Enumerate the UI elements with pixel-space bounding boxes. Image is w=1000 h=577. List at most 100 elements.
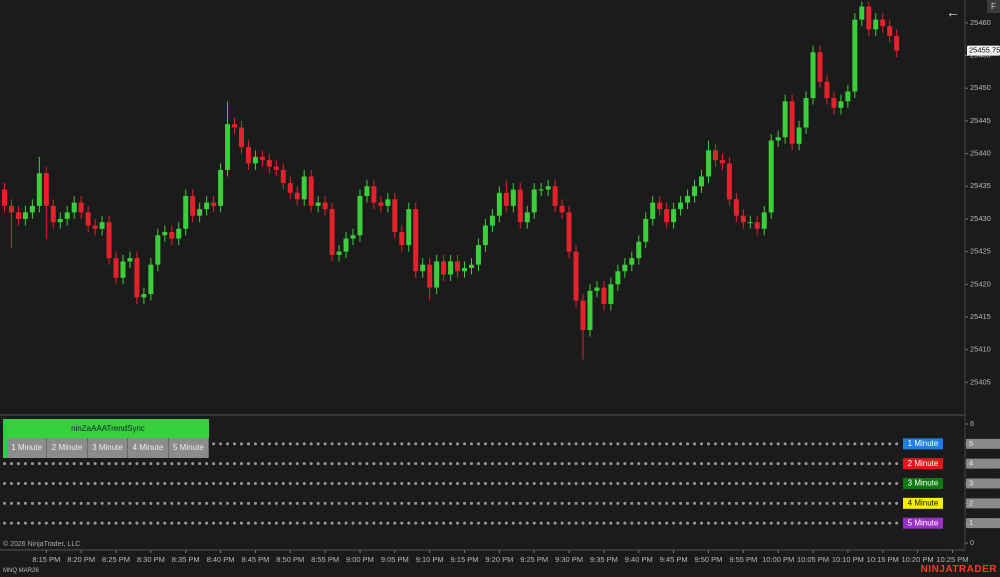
- trend-dot: [414, 521, 418, 525]
- trend-dot: [372, 501, 376, 505]
- trend-dot: [637, 482, 641, 485]
- x-tick-label: 8:35 PM: [172, 555, 200, 564]
- trend-dot: [846, 442, 850, 446]
- trend-dot: [37, 462, 41, 466]
- trend-dot: [679, 442, 683, 446]
- trend-dot: [351, 521, 355, 525]
- trend-dot: [839, 462, 843, 466]
- trend-dot: [239, 482, 243, 485]
- trend-dot: [72, 501, 76, 505]
- trend-dot: [79, 521, 83, 525]
- back-arrow[interactable]: ←: [946, 4, 960, 20]
- trend-dot: [288, 442, 292, 446]
- timeframe-button[interactable]: 4 Minute: [128, 438, 169, 458]
- trend-dot: [86, 501, 90, 505]
- series-label-box: [903, 458, 943, 470]
- trend-dot: [295, 501, 299, 505]
- trend-dot: [755, 442, 759, 446]
- trend-dot: [435, 442, 439, 446]
- timeframe-button[interactable]: 2 Minute: [47, 438, 88, 458]
- trend-dot: [302, 442, 306, 446]
- candle-body: [650, 202, 656, 219]
- trend-dot: [616, 442, 620, 446]
- indicator-title[interactable]: ninZaAAATrendSync: [7, 419, 209, 438]
- candle-body: [643, 218, 649, 242]
- trend-dot: [163, 482, 167, 485]
- timeframe-button[interactable]: 5 Minute: [168, 438, 210, 458]
- trend-dot: [72, 521, 76, 525]
- trend-dot: [281, 501, 285, 505]
- level-badge-label: 5: [969, 439, 973, 448]
- trend-dot: [700, 462, 703, 466]
- trend-dot: [644, 501, 648, 505]
- trend-dot: [288, 482, 292, 485]
- trend-dot: [734, 501, 738, 505]
- candle-body: [831, 98, 837, 108]
- trend-dot: [504, 462, 508, 466]
- level-badge-label: 4: [969, 459, 973, 468]
- candle-body: [15, 212, 21, 219]
- trend-dot: [233, 521, 237, 525]
- trend-dot: [797, 462, 801, 466]
- trend-dot: [713, 462, 717, 466]
- candle-body: [740, 215, 746, 223]
- candle-body: [392, 199, 398, 233]
- trend-dot: [616, 501, 620, 505]
- trend-dot: [623, 501, 627, 505]
- trend-dot: [644, 482, 648, 485]
- trend-dot: [177, 482, 181, 485]
- trend-dot: [393, 501, 397, 505]
- trend-dot: [811, 501, 815, 505]
- trend-dot: [679, 462, 683, 466]
- x-tick-label: 9:45 PM: [660, 555, 688, 564]
- trend-dot: [532, 501, 536, 505]
- trend-dot: [421, 442, 425, 446]
- trend-dot: [672, 442, 676, 446]
- trend-dot: [93, 501, 97, 505]
- candle-body: [448, 261, 454, 275]
- trend-dot: [212, 482, 216, 485]
- trend-dot: [351, 442, 355, 446]
- trend-dot: [198, 521, 202, 525]
- trend-dot: [114, 501, 118, 505]
- timeframe-button[interactable]: 1 Minute: [7, 438, 48, 458]
- trend-dot: [783, 501, 787, 505]
- candle-body: [238, 127, 244, 148]
- candle-body: [475, 245, 481, 265]
- trend-dot: [65, 501, 69, 505]
- x-tick-label: 9:35 PM: [590, 555, 618, 564]
- candle-body: [322, 202, 328, 210]
- trend-dot: [602, 521, 606, 525]
- trend-dot: [846, 482, 850, 485]
- trend-dot: [421, 521, 425, 525]
- trend-dot: [476, 462, 480, 466]
- trend-dot: [532, 521, 536, 525]
- trend-dot: [853, 462, 857, 466]
- candle-body: [838, 101, 844, 108]
- trend-dot: [121, 482, 125, 485]
- trend-dot: [358, 521, 362, 525]
- indicator-buttons: 1 Minute 2 Minute 3 Minute 4 Minute 5 Minute: [7, 438, 210, 458]
- trend-dot: [274, 462, 278, 466]
- legend-label: 2 Minute: [908, 459, 939, 468]
- trend-dot: [365, 442, 369, 446]
- trend-dot: [546, 442, 550, 446]
- x-tick-label: 10:00 PM: [762, 555, 794, 564]
- trend-dot: [344, 521, 348, 525]
- trend-dot: [741, 442, 745, 446]
- trend-dot: [379, 442, 383, 446]
- timeframe-button[interactable]: 3 Minute: [87, 438, 129, 458]
- trend-dot: [469, 501, 473, 505]
- trend-dot: [525, 521, 529, 525]
- trend-dot: [567, 521, 571, 525]
- trend-dot: [421, 482, 425, 485]
- trend-dot: [693, 442, 697, 446]
- trend-dot: [518, 521, 522, 525]
- x-tick-label: 9:50 PM: [695, 555, 723, 564]
- trend-dot: [267, 462, 271, 466]
- corner-button[interactable]: F: [987, 0, 1000, 13]
- trend-dot: [344, 462, 348, 466]
- trend-dot: [219, 462, 223, 466]
- y-tick-label: 6: [970, 419, 974, 428]
- trend-dot: [386, 501, 390, 505]
